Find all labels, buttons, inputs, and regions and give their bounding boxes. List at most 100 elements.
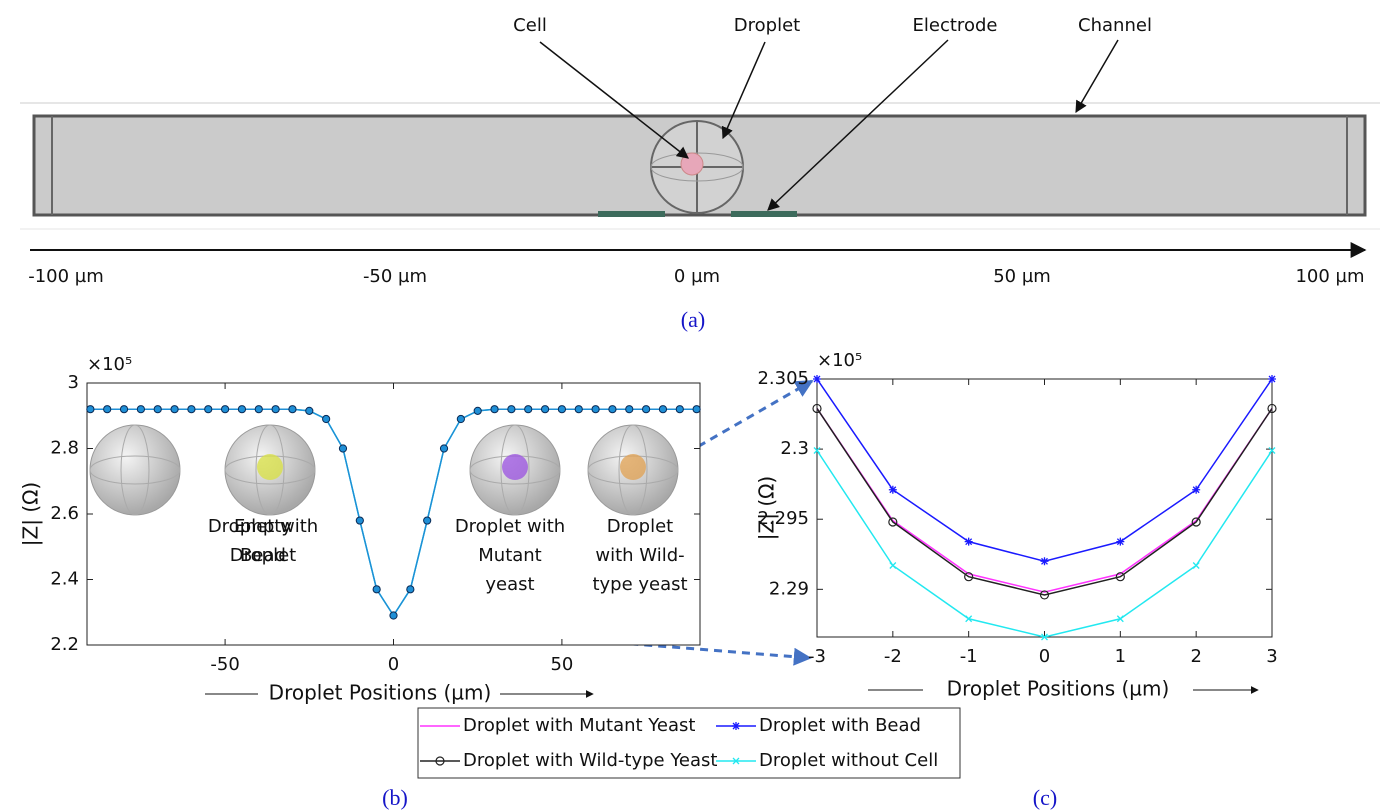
y-axis-label: |Z| (Ω) <box>755 476 779 540</box>
marker <box>642 405 651 414</box>
series-line <box>816 408 1273 596</box>
caption: (c) <box>1033 785 1057 810</box>
inset-label: Mutant <box>478 545 542 566</box>
marker <box>355 516 364 525</box>
marker <box>305 406 314 415</box>
marker <box>888 485 897 494</box>
y-tick-label: 2.29 <box>769 578 809 599</box>
x-tick-label: 0 <box>1039 646 1050 667</box>
marker <box>1039 590 1050 600</box>
inset-label: Droplet with <box>455 516 565 537</box>
marker <box>271 405 280 414</box>
marker <box>1116 615 1124 623</box>
marker <box>187 405 196 414</box>
legend-label: Droplet with Bead <box>759 715 921 736</box>
y-tick-label: 2.6 <box>50 503 79 524</box>
marker <box>1116 537 1125 546</box>
marker <box>625 405 634 414</box>
marker <box>338 444 348 453</box>
marker <box>732 757 740 765</box>
marker <box>813 447 821 454</box>
marker <box>1267 403 1277 414</box>
marker <box>1192 562 1200 569</box>
marker <box>435 756 445 766</box>
marker <box>1041 633 1048 641</box>
position-label: 50 µm <box>993 266 1051 287</box>
x-tick-label: 2 <box>1190 646 1201 667</box>
marker <box>439 444 449 453</box>
droplet-icon-ring <box>120 424 150 516</box>
y-tick-label: 2.3 <box>780 438 809 459</box>
marker <box>574 405 583 414</box>
y-tick-label: 2.295 <box>757 508 809 529</box>
marker <box>608 405 617 414</box>
marker <box>220 405 230 414</box>
x-tick-label: 0 <box>388 654 399 675</box>
marker <box>591 405 600 414</box>
inset-label: Empty <box>234 516 292 537</box>
caption: (a) <box>681 307 705 332</box>
droplet-label: Droplet <box>734 15 800 36</box>
plot-area <box>86 382 701 646</box>
x-tick-label: 1 <box>1115 646 1126 667</box>
inset-label: with Wild- <box>595 545 684 566</box>
y-tick-label: 3 <box>68 372 79 393</box>
marker <box>692 405 701 414</box>
marker <box>813 375 821 383</box>
marker <box>658 405 668 414</box>
channel-diagram: Cell Droplet Electrode Channel -100 µm -… <box>20 15 1380 332</box>
marker <box>1191 517 1201 527</box>
inner-particle <box>620 454 646 480</box>
marker <box>1040 557 1049 566</box>
marker <box>964 537 973 546</box>
position-label: 0 µm <box>674 266 720 287</box>
x-tick-label: -3 <box>808 646 826 667</box>
marker <box>456 414 465 424</box>
caption: (b) <box>382 785 408 810</box>
marker <box>254 405 263 414</box>
marker <box>889 562 897 569</box>
y-multiplier: ×10⁵ <box>87 354 132 375</box>
inset-label: yeast <box>485 574 534 595</box>
x-tick-label: -50 <box>210 654 239 675</box>
marker <box>473 406 482 415</box>
marker <box>389 611 398 620</box>
marker <box>322 414 331 424</box>
marker <box>812 403 822 414</box>
y-tick-label: 2.305 <box>757 368 809 389</box>
droplet-icon-ring <box>500 424 530 516</box>
marker <box>507 405 516 414</box>
marker <box>119 405 129 414</box>
y-tick-label: 2.4 <box>50 569 79 590</box>
x-tick-label: -1 <box>960 646 978 667</box>
marker <box>888 517 898 527</box>
y-tick-label: 2.2 <box>50 634 79 655</box>
position-label: 100 µm <box>1295 266 1364 287</box>
marker <box>965 615 973 623</box>
inset-label: Bead <box>240 545 286 566</box>
marker <box>964 572 974 582</box>
marker <box>1192 485 1201 494</box>
x-tick-label: 3 <box>1266 646 1277 667</box>
droplet-icon-ring <box>89 455 181 485</box>
electrode-label: Electrode <box>913 15 998 36</box>
x-tick-label: 50 <box>550 654 573 675</box>
inset-label: Droplet <box>230 545 296 566</box>
marker <box>288 405 297 414</box>
marker <box>1268 375 1276 383</box>
marker <box>524 405 533 414</box>
legend-box <box>417 707 961 779</box>
position-label: -50 µm <box>363 266 427 287</box>
channel-label: Channel <box>1078 15 1152 36</box>
marker <box>1268 447 1276 454</box>
marker <box>153 405 162 414</box>
x-tick-label: -2 <box>884 646 902 667</box>
legend-label: Droplet without Cell <box>759 750 938 771</box>
y-axis-label: |Z| (Ω) <box>19 482 43 546</box>
marker <box>237 405 247 414</box>
marker <box>136 405 145 414</box>
marker <box>406 585 415 594</box>
marker <box>204 405 213 414</box>
inset-label: Droplet with <box>208 516 318 537</box>
